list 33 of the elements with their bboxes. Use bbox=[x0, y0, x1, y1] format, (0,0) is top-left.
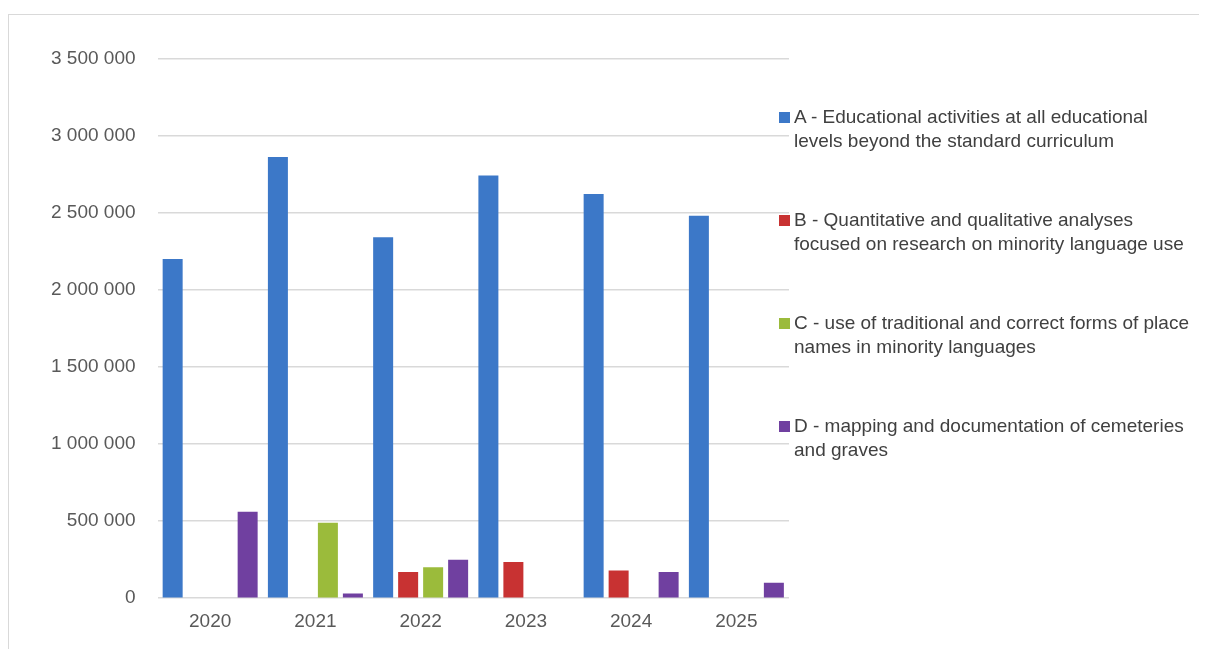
x-tick-label: 2021 bbox=[294, 609, 337, 631]
y-tick-label: 500 000 bbox=[66, 509, 136, 531]
bar bbox=[373, 237, 394, 598]
bar bbox=[162, 258, 183, 598]
bar bbox=[448, 559, 469, 598]
bar bbox=[503, 561, 524, 598]
bar bbox=[658, 571, 679, 598]
bar bbox=[763, 582, 784, 598]
x-tick-label: 2025 bbox=[715, 609, 758, 631]
x-tick-label: 2024 bbox=[609, 609, 653, 631]
y-tick-label: 3 500 000 bbox=[50, 46, 136, 68]
y-tick-label: 1 000 000 bbox=[50, 432, 136, 454]
legend-label: D - mapping and documentation of cemeteries and graves bbox=[794, 414, 1185, 462]
y-tick-label: 2 500 000 bbox=[50, 200, 136, 222]
bar bbox=[583, 194, 604, 598]
y-tick-label: 3 000 000 bbox=[50, 123, 136, 145]
bar bbox=[267, 157, 288, 598]
y-tick-label: 2 000 000 bbox=[50, 277, 136, 299]
bar bbox=[398, 571, 419, 598]
bar bbox=[317, 522, 338, 598]
legend-label: C - use of traditional and correct forms of place names in minority languages bbox=[794, 311, 1190, 359]
x-tick-label: 2023 bbox=[504, 609, 548, 631]
x-tick-label: 2020 bbox=[189, 609, 232, 631]
bar bbox=[478, 175, 499, 598]
bar bbox=[688, 215, 709, 598]
legend-label: A - Educational activities at all educational levels beyond the standard curriculum bbox=[794, 105, 1149, 153]
bar bbox=[608, 570, 629, 598]
legend-label: B - Quantitative and qualitative analyses focused on research on minority language use bbox=[794, 208, 1185, 256]
y-tick-label: 1 500 000 bbox=[50, 355, 136, 377]
y-tick-label: 0 bbox=[124, 586, 136, 608]
bar bbox=[423, 567, 444, 598]
x-tick-label: 2022 bbox=[399, 609, 442, 631]
bar bbox=[237, 511, 258, 598]
